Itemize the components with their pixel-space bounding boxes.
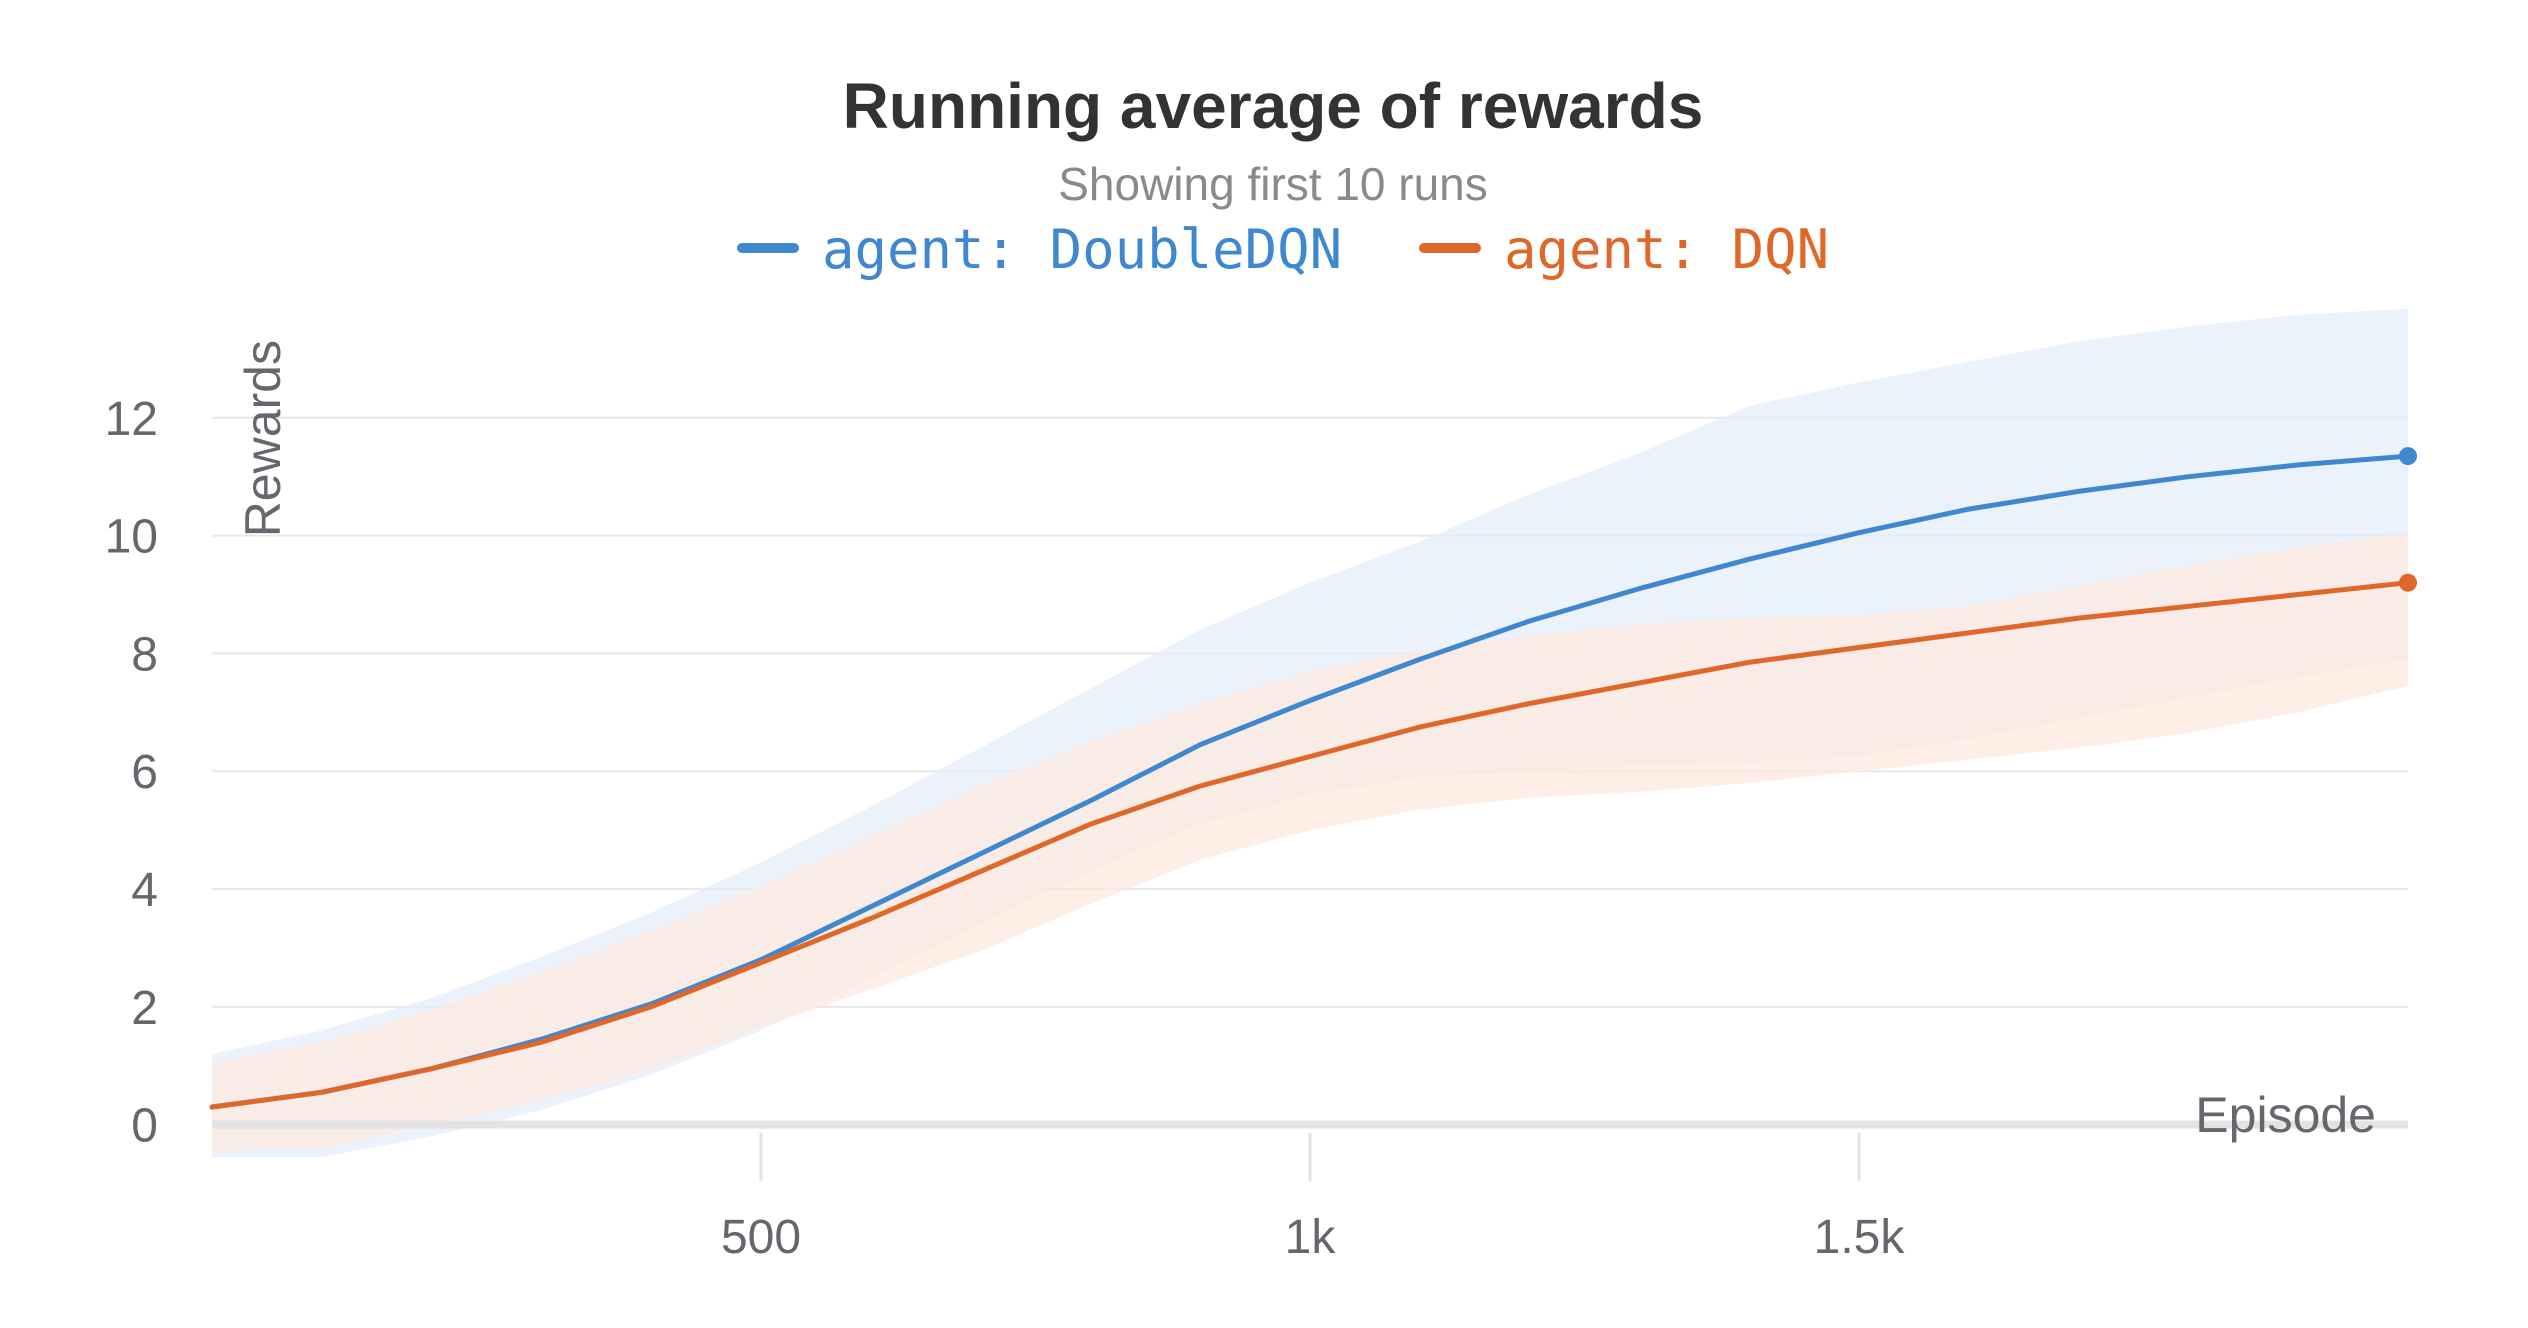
x-axis-label: Episode: [2195, 1087, 2376, 1143]
x-tick-label: 500: [721, 1211, 801, 1264]
legend: agent: DoubleDQN agent: DQN: [737, 218, 1829, 281]
y-tick-label: 6: [131, 746, 158, 799]
x-tick-label: 1.5k: [1814, 1211, 1906, 1264]
y-tick-label: 8: [131, 628, 158, 681]
confidence-band-dqn: [212, 532, 2408, 1152]
y-axis-label: Rewards: [235, 340, 291, 537]
confidence-bands: [212, 308, 2408, 1158]
y-tick-label: 12: [105, 393, 158, 446]
x-tick-label: 1k: [1285, 1211, 1337, 1264]
legend-label: agent: DQN: [1504, 218, 1829, 281]
y-tick-label: 0: [131, 1100, 158, 1153]
series-endpoint-doubledqn: [2399, 447, 2417, 466]
series-lines: [209, 447, 2417, 1110]
axes: 0 2 4 6 8 10 12 500 1k 1.5k: [105, 393, 2408, 1264]
series-endpoint-dqn: [2399, 573, 2417, 592]
legend-label: agent: DoubleDQN: [822, 218, 1342, 281]
y-tick-label: 4: [131, 864, 158, 917]
chart-title: Running average of rewards: [843, 70, 1704, 142]
series-line-dqn: [209, 580, 2411, 1110]
chart-subtitle: Showing first 10 runs: [1058, 158, 1488, 210]
y-tick-label: 2: [131, 982, 158, 1035]
y-tick-label: 10: [105, 511, 158, 564]
series-line-doubledqn: [209, 453, 2411, 1110]
